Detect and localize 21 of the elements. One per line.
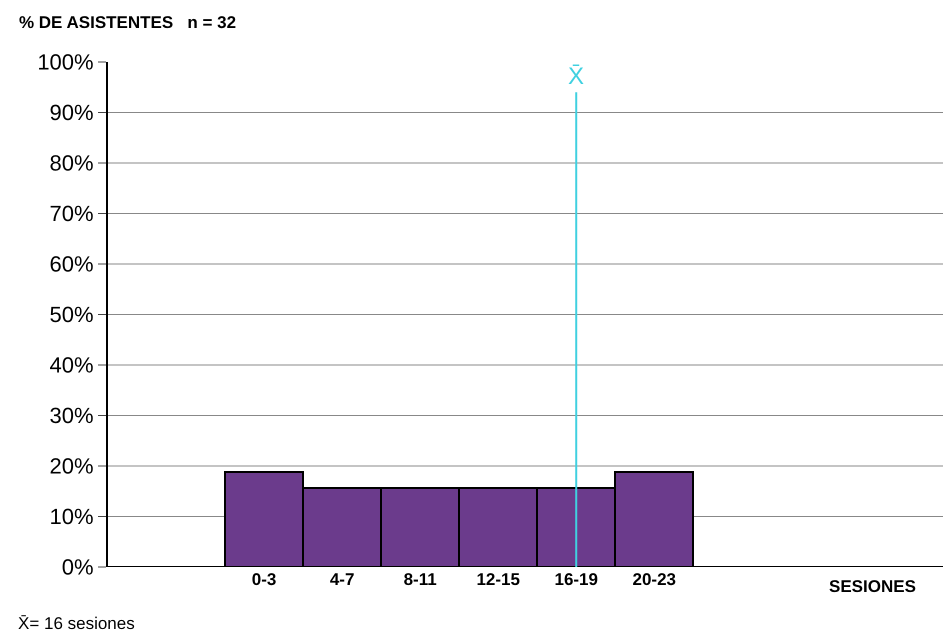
y-tick-label: 40%	[50, 352, 94, 378]
y-tick-label: 20%	[50, 454, 94, 479]
x-tick-label: 8-11	[404, 570, 437, 589]
x-tick-label: 4-7	[330, 570, 354, 589]
y-tick-label: 50%	[50, 302, 94, 328]
y-tick-label: 80%	[50, 150, 94, 176]
x-tick-label: 16-19	[554, 570, 598, 589]
x-tick-label: 20-23	[632, 570, 676, 589]
chart-title: % DE ASISTENTES n = 32	[18, 12, 236, 32]
y-tick-label: 30%	[50, 403, 94, 428]
y-tick-label: 100%	[37, 50, 94, 75]
x-tick-label: 0-3	[252, 570, 276, 589]
text: SESIONES	[829, 577, 916, 596]
y-tick-label: 70%	[50, 201, 94, 226]
text: X̄= 16 sesiones	[18, 614, 135, 633]
y-tick-label: 90%	[50, 100, 94, 126]
y-tick-label: 0%	[62, 554, 94, 580]
y-tick-label: 60%	[50, 252, 94, 277]
ref-line-label: X̄	[568, 63, 584, 90]
y-tick-label: 10%	[50, 504, 94, 530]
x-tick-label: 12-15	[476, 570, 520, 589]
